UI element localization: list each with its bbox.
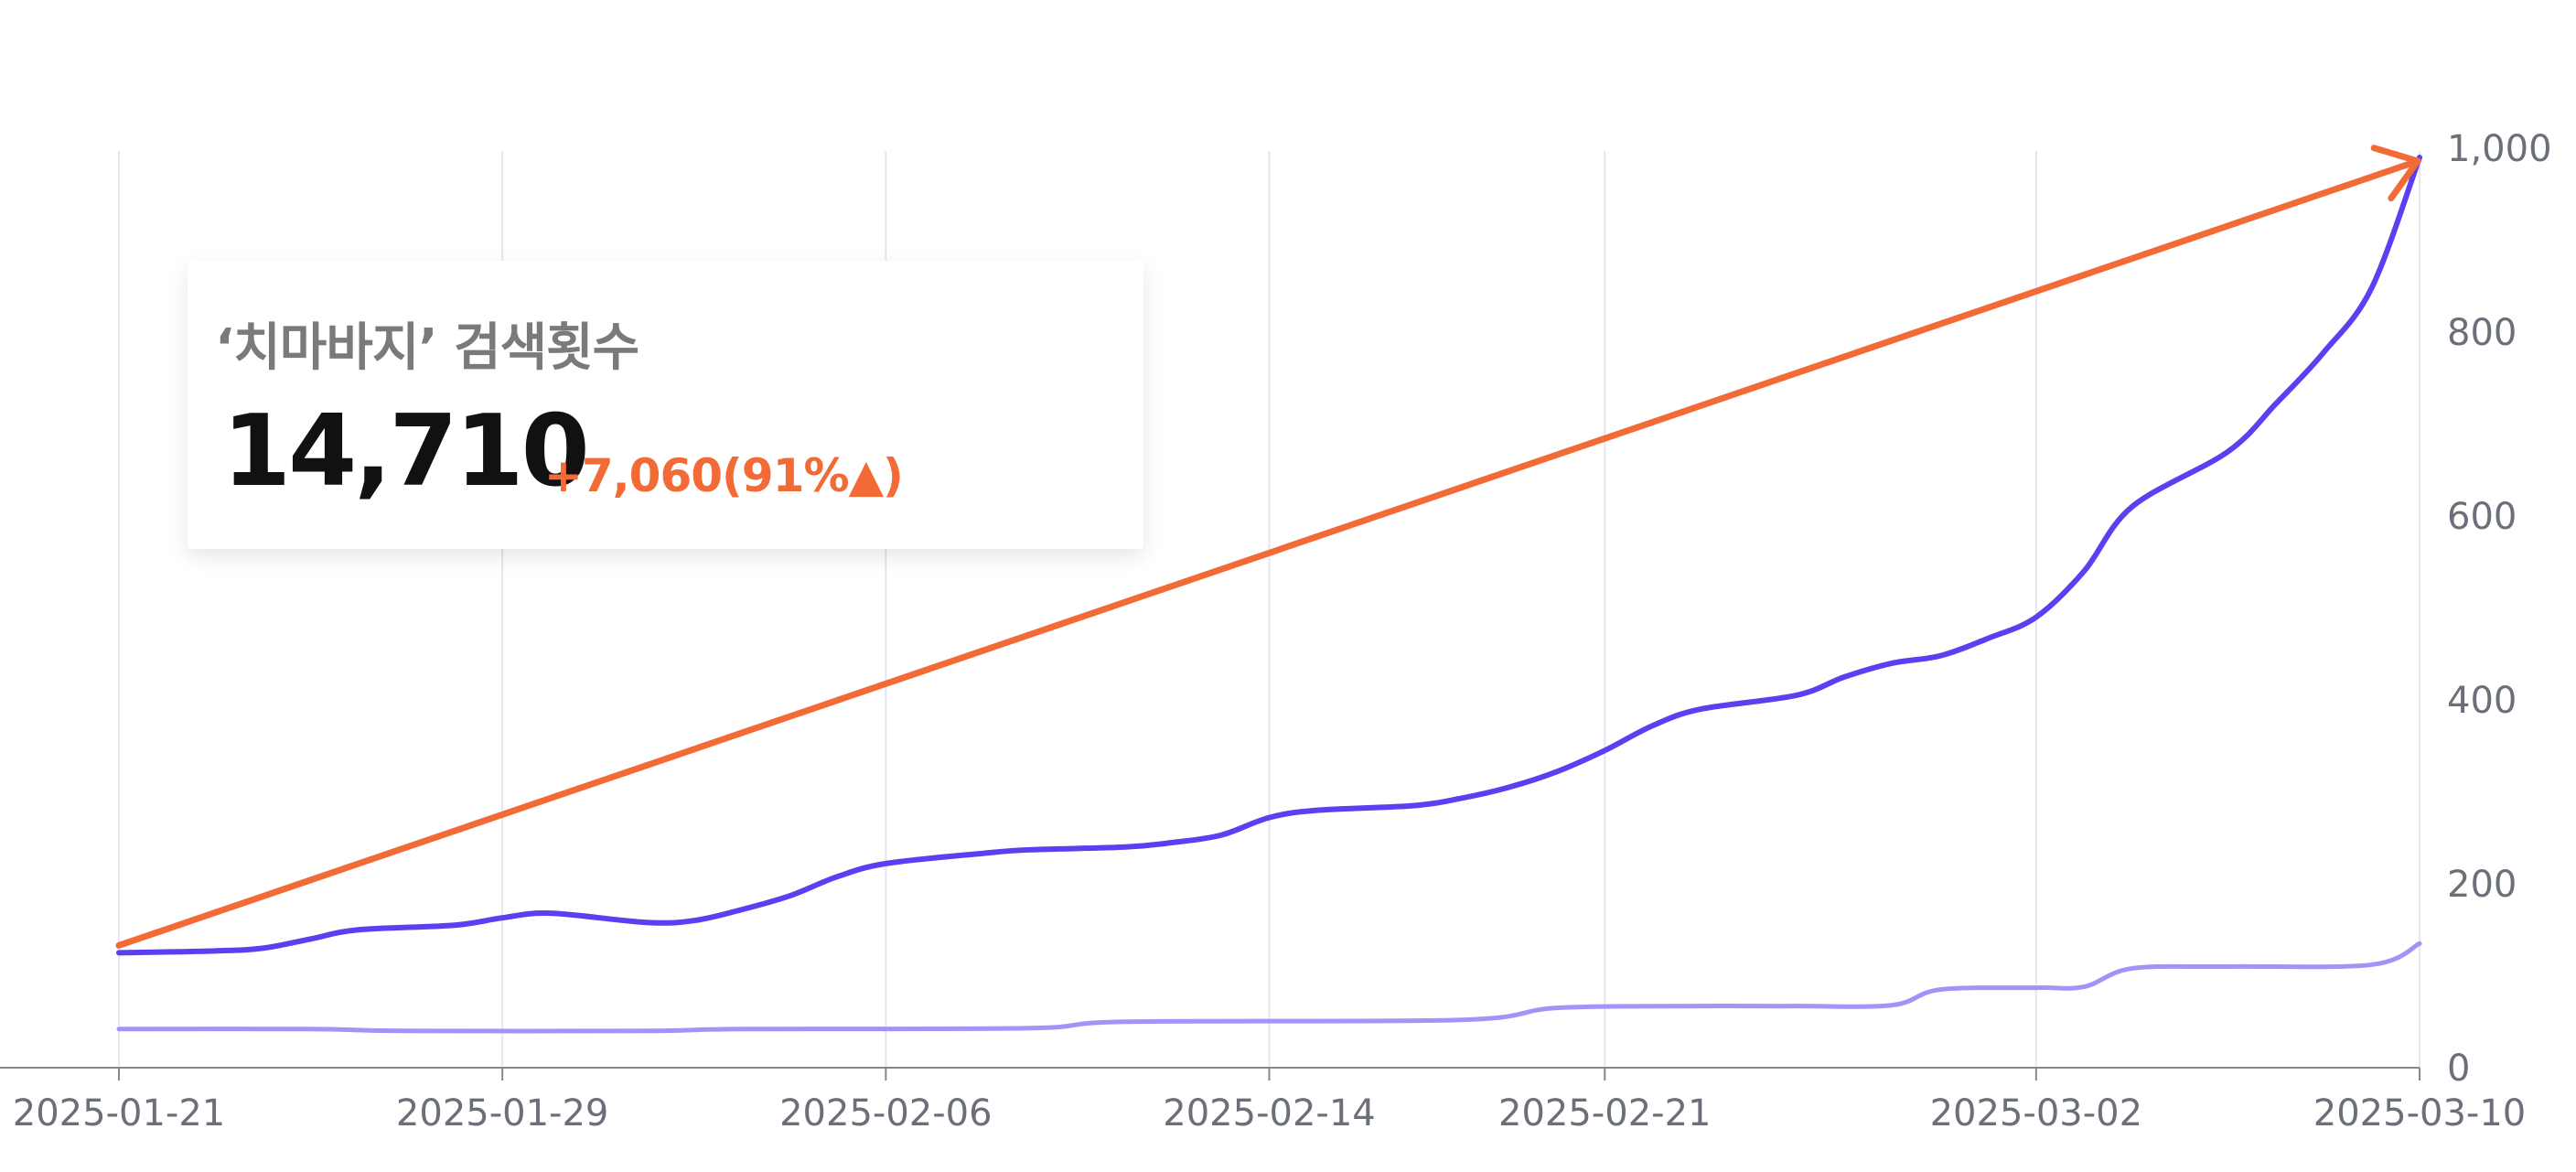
x-axis-ticks: 2025-01-21 2025-01-29 2025-02-06 2025-02-14… bbox=[13, 1068, 2526, 1134]
y-tick-label: 0 bbox=[2447, 1048, 2470, 1090]
x-tick-label: 2025-01-29 bbox=[396, 1092, 608, 1134]
change-badge: +7,060(91%▲) bbox=[544, 449, 904, 502]
trend-arrow-head bbox=[2370, 145, 2421, 202]
search-count-card: ‘치마바지’ 검색횟수 14,710 +7,060(91%▲) bbox=[188, 261, 1143, 549]
y-tick-label: 600 bbox=[2447, 496, 2517, 538]
x-tick-label: 2025-01-21 bbox=[13, 1092, 225, 1134]
primary-series-line bbox=[116, 155, 2422, 956]
y-tick-label: 800 bbox=[2447, 312, 2517, 354]
trend-arrow bbox=[115, 145, 2421, 949]
total-search-count: 14,710 bbox=[222, 394, 590, 509]
x-tick-label: 2025-03-02 bbox=[1930, 1092, 2142, 1134]
x-tick-label: 2025-02-06 bbox=[779, 1092, 992, 1134]
card-title: ‘치마바지’ 검색횟수 bbox=[215, 318, 639, 378]
x-tick-label: 2025-02-21 bbox=[1498, 1092, 1711, 1134]
trend-arrow-line bbox=[115, 157, 2421, 949]
secondary-series-line bbox=[116, 941, 2422, 1034]
x-tick-label: 2025-02-14 bbox=[1163, 1092, 1375, 1134]
y-tick-label: 1,000 bbox=[2447, 128, 2552, 170]
x-tick-label: 2025-03-10 bbox=[2313, 1092, 2526, 1134]
y-tick-label: 400 bbox=[2447, 680, 2517, 722]
y-axis-ticks: 0 200 400 600 800 1,000 bbox=[2447, 128, 2552, 1090]
y-tick-label: 200 bbox=[2447, 864, 2517, 906]
